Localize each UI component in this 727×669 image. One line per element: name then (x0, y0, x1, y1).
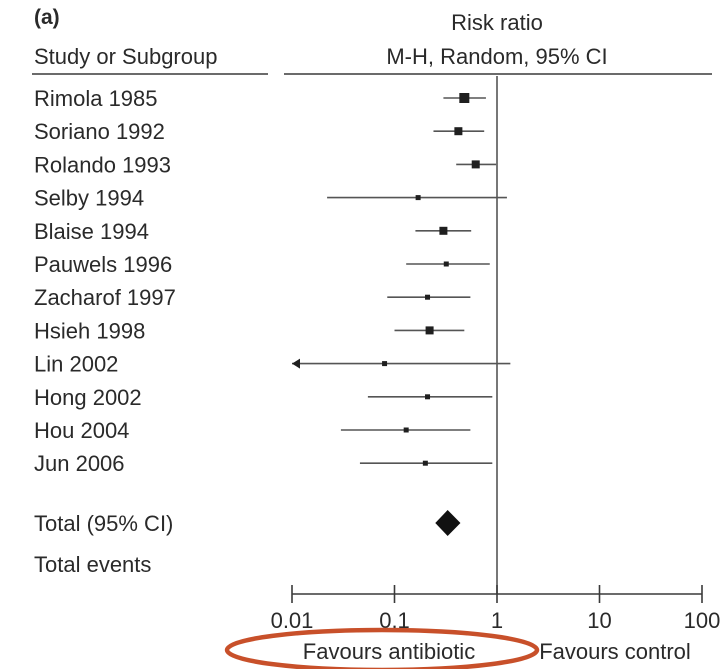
study-label: Selby 1994 (34, 186, 144, 211)
x-tick-label: 1 (491, 608, 503, 633)
point-estimate (415, 195, 421, 201)
study-label: Jun 2006 (34, 451, 125, 476)
point-estimate (382, 361, 388, 367)
study-label: Blaise 1994 (34, 219, 149, 244)
point-estimate (454, 127, 463, 136)
total-events-label: Total events (34, 552, 151, 577)
study-label: Rolando 1993 (34, 152, 171, 177)
study-label: Lin 2002 (34, 352, 118, 377)
x-tick-label: 100 (684, 608, 721, 633)
study-label: Pauwels 1996 (34, 252, 172, 277)
point-estimate (422, 460, 428, 466)
point-estimate (439, 226, 448, 235)
ci-arrow (292, 358, 300, 369)
x-tick-label: 10 (587, 608, 611, 633)
study-column-header: Study or Subgroup (34, 44, 217, 69)
study-label: Hsieh 1998 (34, 318, 145, 343)
point-estimate (403, 427, 409, 433)
study-label: Zacharof 1997 (34, 285, 176, 310)
point-estimate (425, 394, 431, 400)
total-label: Total (95% CI) (34, 511, 173, 536)
point-estimate (471, 160, 480, 169)
effect-header-method: M-H, Random, 95% CI (386, 44, 607, 69)
study-label: Soriano 1992 (34, 119, 165, 144)
study-label: Rimola 1985 (34, 86, 158, 111)
favours-control-label: Favours control (539, 639, 691, 664)
point-estimate (425, 294, 431, 300)
study-label: Hong 2002 (34, 385, 142, 410)
point-estimate (459, 93, 470, 103)
effect-header-title: Risk ratio (451, 10, 543, 35)
favours-antibiotic-label: Favours antibiotic (303, 639, 475, 664)
total-diamond (435, 510, 461, 536)
point-estimate (425, 326, 434, 335)
panel-label: (a) (34, 6, 60, 29)
study-label: Hou 2004 (34, 418, 129, 443)
point-estimate (443, 261, 449, 267)
highlight-ellipse (224, 627, 540, 669)
x-tick-label: 0.01 (271, 608, 314, 633)
